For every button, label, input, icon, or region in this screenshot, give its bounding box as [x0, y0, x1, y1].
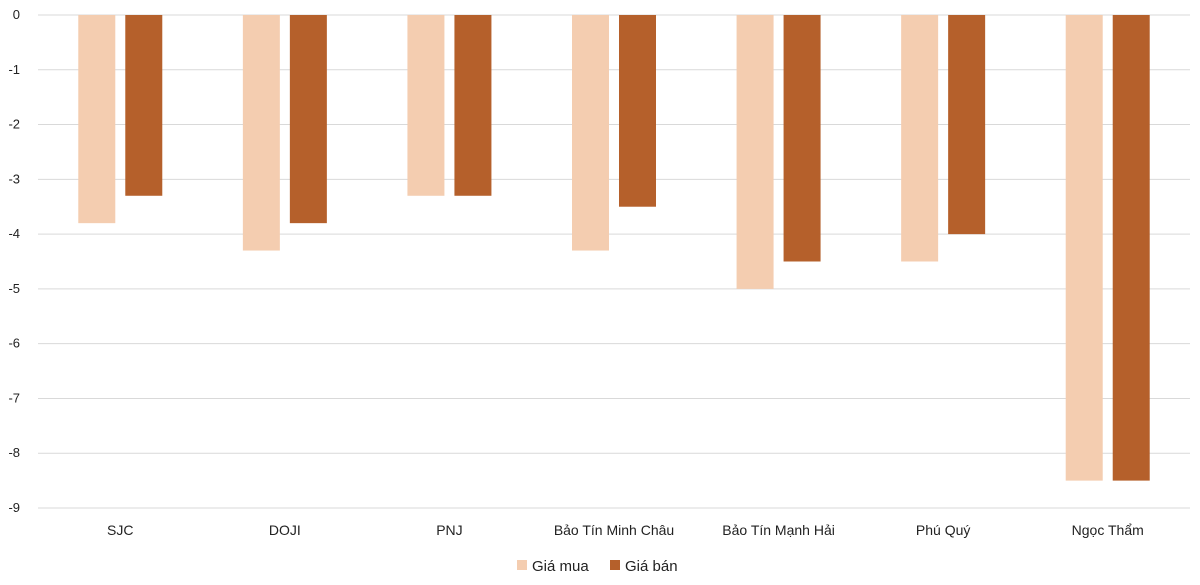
x-axis: SJC DOJI PNJ Bảo Tín Minh Châu Bảo Tín Mạnh … — [107, 522, 1144, 538]
y-tick-label: -7 — [8, 390, 20, 405]
x-tick-label: Bảo Tín Mạnh Hải — [722, 522, 835, 538]
y-tick-label: -2 — [8, 117, 20, 132]
y-tick-label: -4 — [8, 226, 20, 241]
bar-gia-mua-2 — [407, 15, 445, 196]
bar-gia-ban-0 — [125, 15, 163, 196]
y-tick-label: -9 — [8, 500, 20, 515]
x-tick-label: Phú Quý — [916, 522, 970, 538]
y-tick-label: -5 — [8, 281, 20, 296]
bar-gia-mua-0 — [78, 15, 116, 224]
y-tick-label: -1 — [8, 62, 20, 77]
x-tick-label: DOJI — [269, 522, 301, 538]
bar-gia-mua-4 — [736, 15, 774, 289]
x-tick-label: PNJ — [436, 522, 462, 538]
gridlines — [38, 14, 1190, 509]
bar-gia-ban-1 — [289, 15, 327, 224]
bars — [78, 15, 1150, 481]
bar-gia-ban-3 — [619, 15, 656, 207]
x-tick-label: Bảo Tín Minh Châu — [554, 522, 674, 538]
bar-gia-ban-6 — [1112, 15, 1150, 481]
legend-swatch — [610, 560, 620, 570]
bar-gia-mua-6 — [1065, 15, 1103, 481]
x-tick-label: SJC — [107, 522, 133, 538]
legend-label: Giá bán — [625, 558, 678, 575]
x-tick-label: Ngọc Thẩm — [1072, 522, 1144, 538]
y-axis: 0 -1 -2 -3 -4 -5 -6 -7 -8 -9 — [8, 7, 20, 515]
legend-swatch — [517, 560, 527, 570]
bar-gia-ban-4 — [783, 15, 821, 262]
y-tick-label: -6 — [8, 336, 20, 351]
bar-gia-ban-5 — [948, 15, 986, 235]
y-tick-label: -8 — [8, 445, 20, 460]
bar-gia-mua-3 — [572, 15, 609, 251]
legend: Giá mua Giá bán — [517, 558, 678, 575]
bar-gia-mua-5 — [901, 15, 939, 262]
y-tick-label: 0 — [13, 7, 20, 22]
bar-gia-ban-2 — [454, 15, 492, 196]
legend-label: Giá mua — [532, 558, 589, 575]
bar-gia-mua-1 — [242, 15, 280, 251]
y-tick-label: -3 — [8, 171, 20, 186]
